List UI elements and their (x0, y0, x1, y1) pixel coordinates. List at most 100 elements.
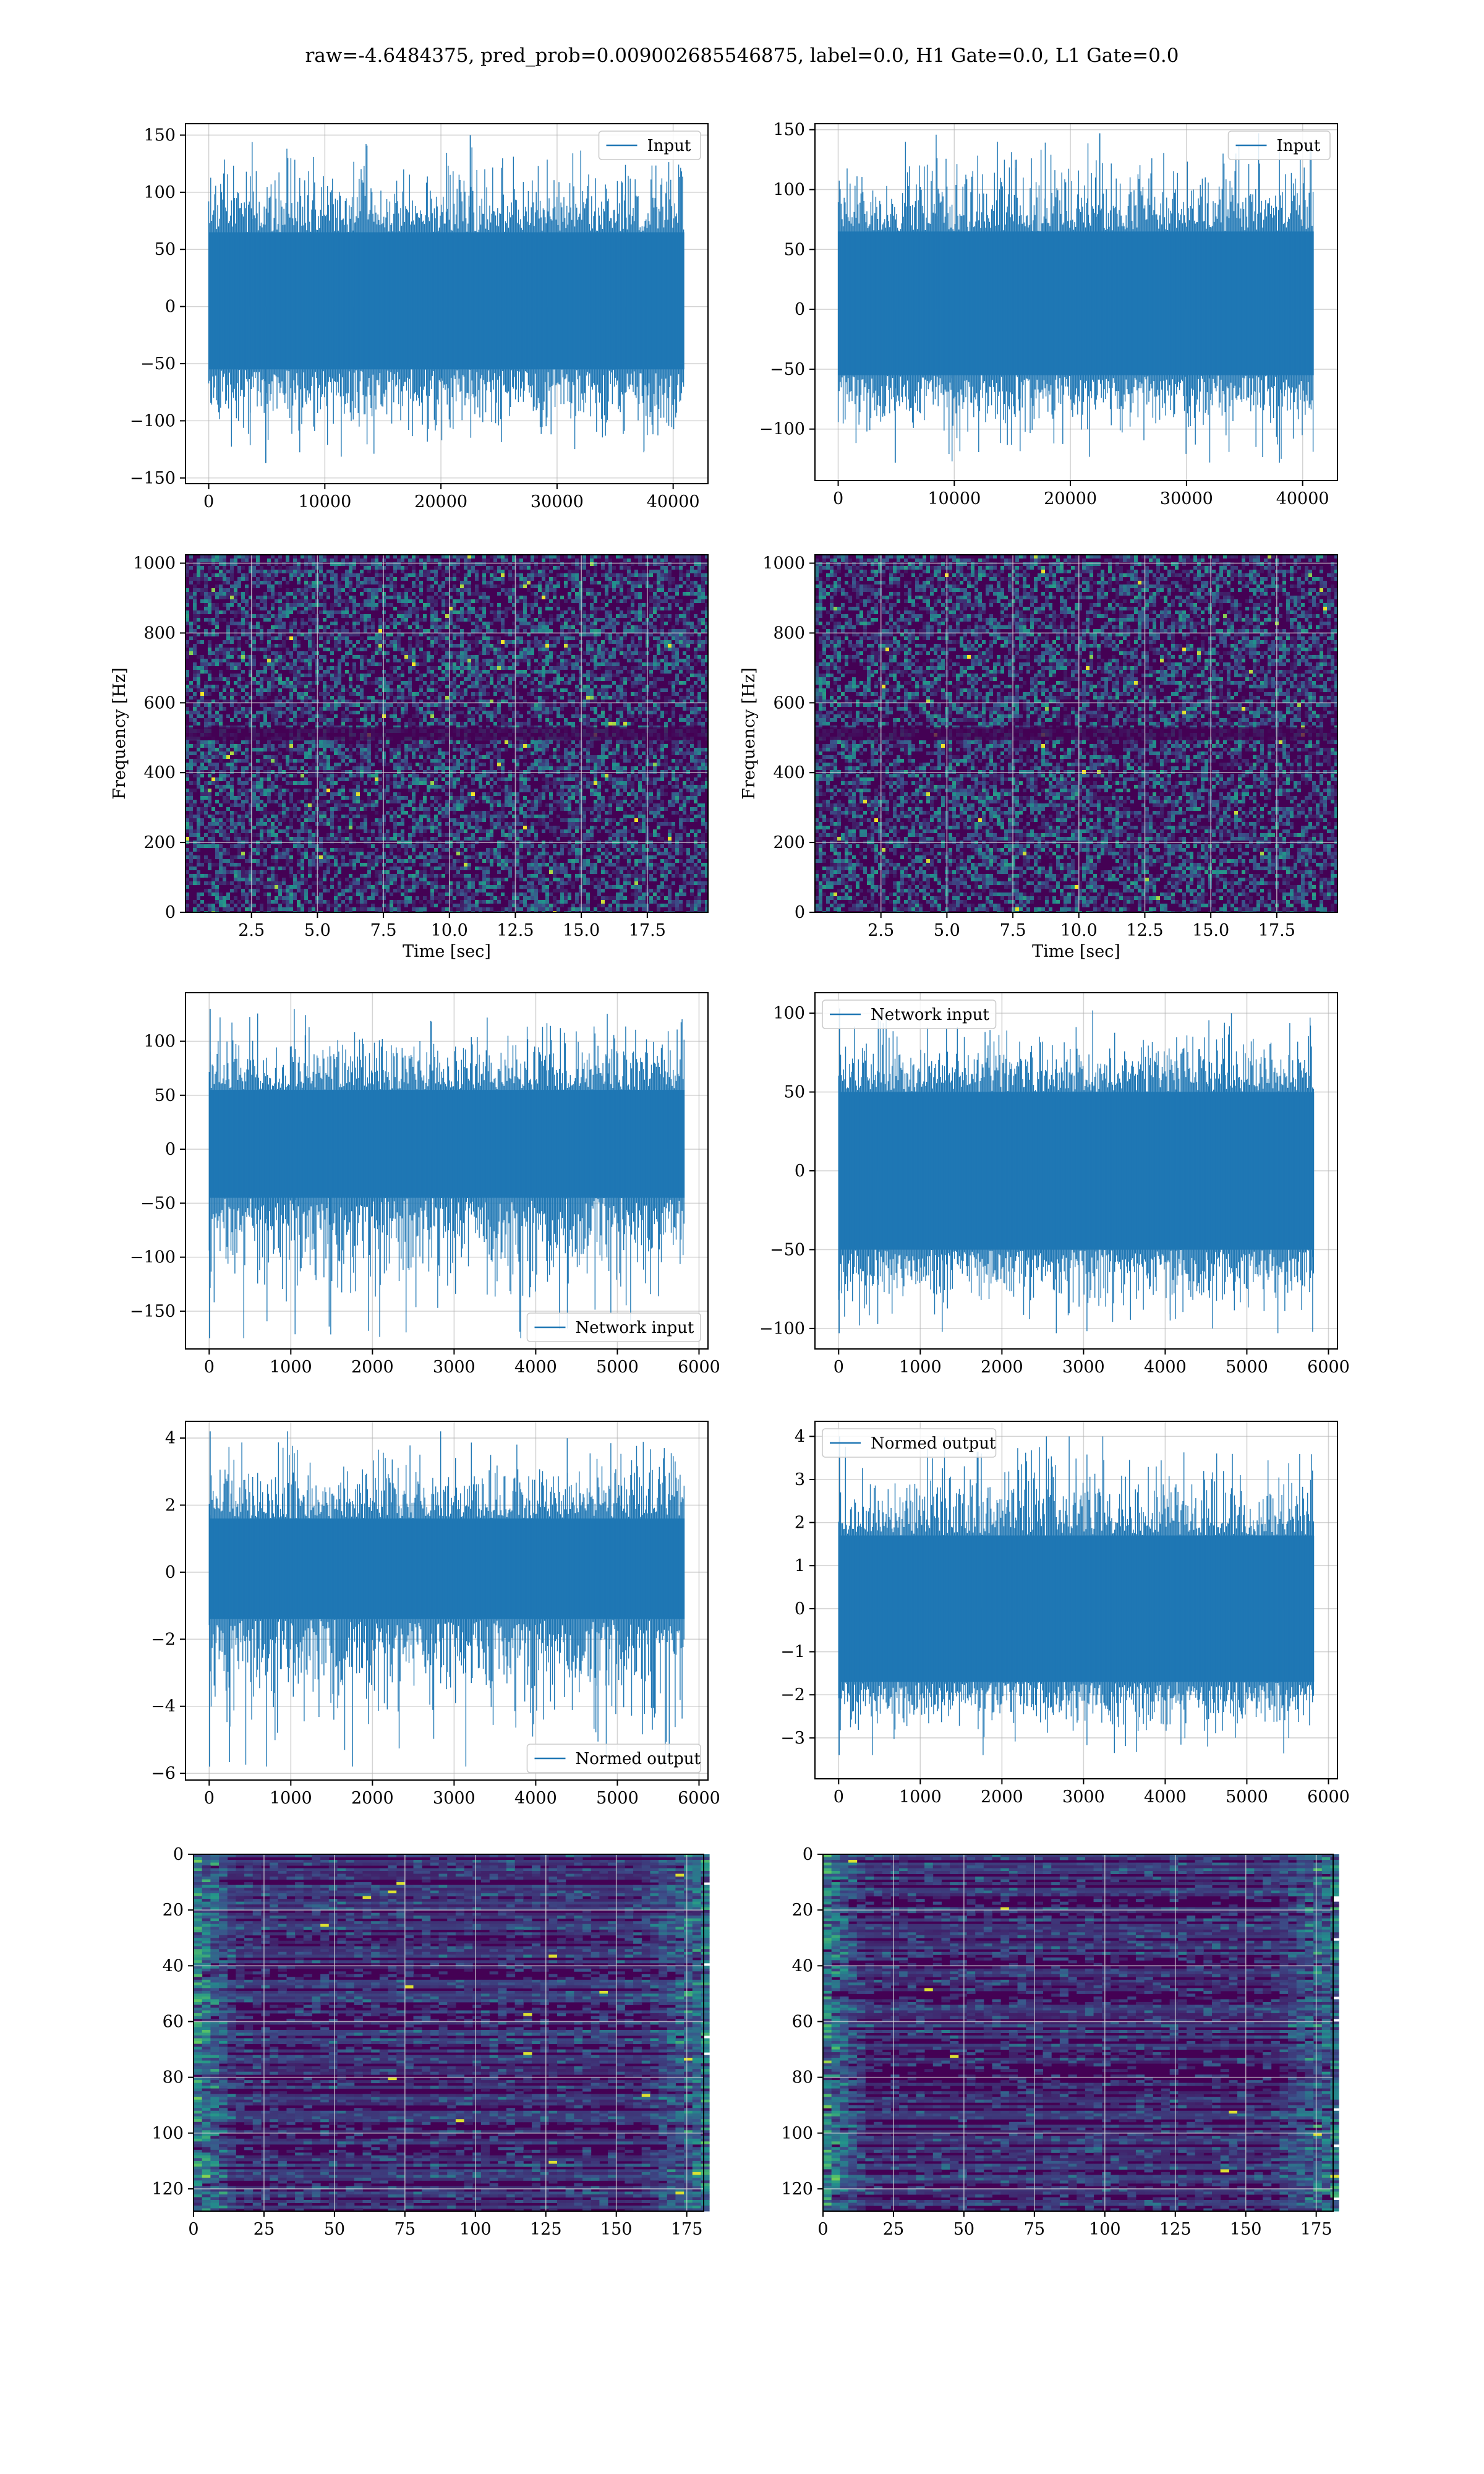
spectrogram-cell (523, 659, 527, 662)
spectrogram-cell (282, 570, 286, 573)
spectrogram-cell (668, 581, 672, 584)
spectrogram-cell (501, 662, 505, 666)
spectrogram-cell (360, 759, 364, 763)
spectrogram-cell (286, 740, 289, 744)
spectrogram-cell (560, 636, 564, 640)
spectrogram-cell (364, 759, 367, 763)
spectrogram-cell (490, 581, 493, 584)
spectrogram-cell (627, 629, 631, 633)
spectrogram-cell (490, 677, 493, 681)
spectrogram-cell (545, 714, 549, 718)
spectrogram-cell (338, 588, 341, 592)
spectrogram-cell (267, 588, 271, 592)
spectrogram-cell (460, 618, 464, 622)
spectrogram-cell (493, 584, 497, 588)
spectrogram-cell (245, 685, 249, 688)
spectrogram-cell (620, 577, 623, 581)
spectrogram-cell (430, 681, 434, 685)
spectrogram-cell (694, 573, 697, 577)
spectrogram-cell (642, 718, 646, 722)
spectrogram-cell (675, 674, 679, 677)
spectrogram-cell (204, 766, 208, 770)
spectrogram-cell (571, 703, 575, 707)
spectrogram-cell (486, 559, 490, 562)
spectrogram-cell (434, 718, 438, 722)
spectrogram-cell (393, 755, 397, 759)
spectrogram-cell (471, 629, 475, 633)
spectrogram-cell (204, 573, 208, 577)
spectrogram-cell (386, 681, 390, 685)
spectrogram-cell (423, 714, 427, 718)
spectrogram-cell (649, 740, 653, 744)
spectrogram-cell (608, 618, 612, 622)
spectrogram-cell (460, 763, 464, 766)
spectrogram-cell (612, 648, 616, 651)
spectrogram-cell (531, 692, 534, 696)
spectrogram-cell (545, 711, 549, 714)
spectrogram-cell (326, 707, 330, 711)
spectrogram-cell (601, 714, 605, 718)
spectrogram-cell (486, 622, 490, 625)
spectrogram-cell (204, 670, 208, 674)
spectrogram-cell (241, 599, 245, 603)
spectrogram-cell (523, 629, 527, 633)
spectrogram-cell (534, 703, 538, 707)
spectrogram-cell (211, 651, 215, 655)
spectrogram-cell (631, 636, 634, 640)
spectrogram-cell (534, 570, 538, 573)
spectrogram-cell (382, 603, 386, 607)
spectrogram-cell (364, 748, 367, 751)
spectrogram-cell (519, 659, 523, 662)
spectrogram-cell (460, 655, 464, 659)
spectrogram-cell (256, 681, 260, 685)
spectrogram-cell (267, 685, 271, 688)
spectrogram-cell (215, 740, 219, 744)
spectrogram-cell (549, 740, 553, 744)
spectrogram-cell (634, 573, 638, 577)
spectrogram-cell (456, 662, 460, 666)
spectrogram-cell (430, 559, 434, 562)
spectrogram-cell (271, 584, 275, 588)
spectrogram-cell (453, 688, 456, 692)
spectrogram-cell (479, 592, 482, 596)
spectrogram-cell (412, 622, 416, 625)
spectrogram-cell (293, 625, 297, 629)
spectrogram-cell (263, 744, 267, 748)
spectrogram-cell (378, 636, 382, 640)
spectrogram-cell (360, 674, 364, 677)
spectrogram-cell (456, 692, 460, 696)
spectrogram-cell (345, 584, 349, 588)
spectrogram-cell (575, 622, 579, 625)
spectrogram-cell (527, 614, 531, 618)
spectrogram-cell (215, 766, 219, 770)
spectrogram-cell (286, 566, 289, 570)
spectrogram-cell (416, 662, 419, 666)
spectrogram-cell (286, 666, 289, 670)
spectrogram-cell (601, 674, 605, 677)
spectrogram-cell (416, 625, 419, 629)
spectrogram-cell (672, 629, 675, 633)
spectrogram-cell (571, 692, 575, 696)
spectrogram-cell (215, 618, 219, 622)
spectrogram-cell (197, 755, 200, 759)
spectrogram-cell (627, 566, 631, 570)
spectrogram-cell (549, 599, 553, 603)
spectrogram-cell (453, 651, 456, 655)
spectrogram-cell (538, 662, 542, 666)
spectrogram-cell (193, 722, 197, 726)
spectrogram-cell (386, 763, 390, 766)
spectrogram-cell (367, 748, 371, 751)
spectrogram-cell (223, 610, 226, 614)
spectrogram-cell (297, 603, 301, 607)
spectrogram-cell (497, 740, 501, 744)
spectrogram-cell (286, 755, 289, 759)
spectrogram-cell (508, 707, 512, 711)
spectrogram-cell (241, 670, 245, 674)
spectrogram-cell (660, 666, 664, 670)
spectrogram-cell (434, 603, 438, 607)
spectrogram-cell (352, 759, 356, 763)
spectrogram-cell (404, 755, 408, 759)
spectrogram-cell (690, 603, 694, 607)
spectrogram-cell (575, 570, 579, 573)
spectrogram-cell (668, 584, 672, 588)
